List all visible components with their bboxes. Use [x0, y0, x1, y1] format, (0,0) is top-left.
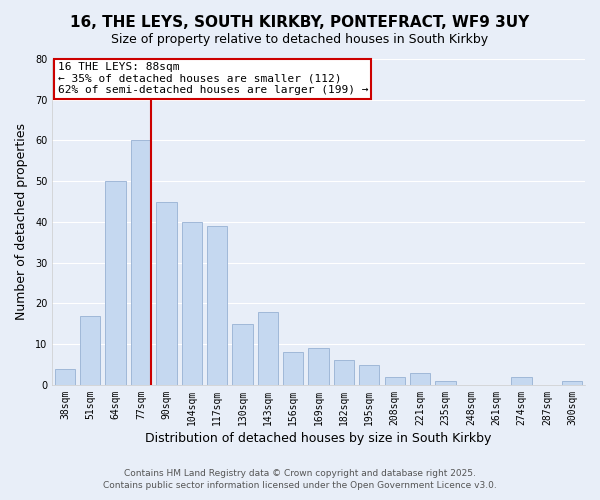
Bar [308, 348, 329, 385]
Bar [106, 181, 126, 385]
X-axis label: Distribution of detached houses by size in South Kirkby: Distribution of detached houses by size … [145, 432, 492, 445]
Bar [410, 372, 430, 385]
Bar [562, 381, 583, 385]
Bar [55, 368, 75, 385]
Y-axis label: Number of detached properties: Number of detached properties [15, 124, 28, 320]
Bar [436, 381, 455, 385]
Bar [156, 202, 176, 385]
Bar [511, 377, 532, 385]
Bar [207, 226, 227, 385]
Bar [257, 312, 278, 385]
Bar [131, 140, 151, 385]
Text: Size of property relative to detached houses in South Kirkby: Size of property relative to detached ho… [112, 32, 488, 46]
Text: 16 THE LEYS: 88sqm
← 35% of detached houses are smaller (112)
62% of semi-detach: 16 THE LEYS: 88sqm ← 35% of detached hou… [58, 62, 368, 96]
Bar [182, 222, 202, 385]
Bar [385, 377, 405, 385]
Text: 16, THE LEYS, SOUTH KIRKBY, PONTEFRACT, WF9 3UY: 16, THE LEYS, SOUTH KIRKBY, PONTEFRACT, … [70, 15, 530, 30]
Bar [283, 352, 304, 385]
Bar [334, 360, 354, 385]
Text: Contains HM Land Registry data © Crown copyright and database right 2025.
Contai: Contains HM Land Registry data © Crown c… [103, 468, 497, 490]
Bar [80, 316, 100, 385]
Bar [232, 324, 253, 385]
Bar [359, 364, 379, 385]
